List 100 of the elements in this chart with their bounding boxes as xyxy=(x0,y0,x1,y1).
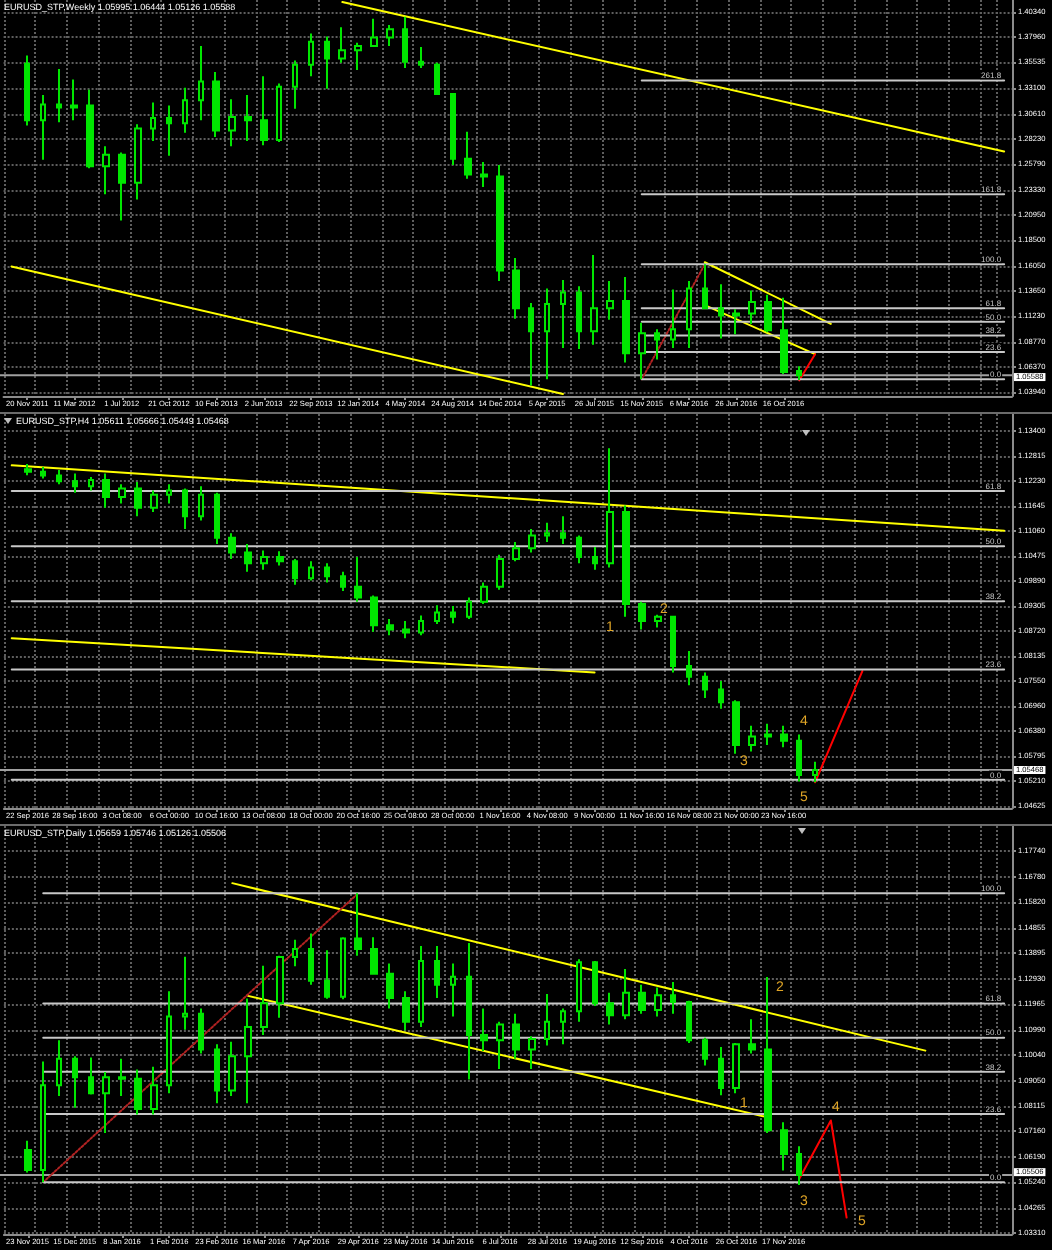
candlestick xyxy=(560,1007,566,1046)
candlestick xyxy=(354,41,362,72)
candlestick xyxy=(512,540,520,563)
candlestick xyxy=(576,958,582,1023)
candlestick xyxy=(166,104,172,157)
candlestick xyxy=(748,724,756,753)
candlestick xyxy=(718,1045,724,1097)
candlestick xyxy=(528,302,534,387)
candlestick xyxy=(418,945,424,1029)
candlestick xyxy=(260,964,268,1037)
candlestick xyxy=(370,594,378,633)
candlestick xyxy=(638,321,646,381)
candlestick xyxy=(528,1035,536,1070)
candlestick xyxy=(796,1145,802,1187)
candlestick xyxy=(686,650,692,687)
candlestick xyxy=(308,932,314,986)
candlestick xyxy=(418,614,424,637)
candlestick xyxy=(560,515,566,546)
candlestick xyxy=(434,604,440,626)
candlestick xyxy=(622,275,630,364)
candlestick xyxy=(732,308,740,336)
candlestick xyxy=(24,463,32,477)
candlestick xyxy=(496,1020,504,1070)
candlestick xyxy=(292,558,298,586)
candlestick xyxy=(812,760,818,784)
candlestick xyxy=(40,94,46,161)
candlestick xyxy=(276,82,282,144)
candlestick xyxy=(480,1007,488,1052)
candlestick xyxy=(244,997,252,1105)
candlestick xyxy=(544,521,550,543)
candlestick xyxy=(134,1068,142,1116)
candlestick xyxy=(24,1139,32,1174)
candlestick xyxy=(512,257,520,320)
candlestick xyxy=(576,285,582,350)
candlestick xyxy=(370,17,378,49)
candlestick xyxy=(418,46,424,69)
candlestick xyxy=(402,620,410,640)
candlestick xyxy=(622,967,630,1021)
candlestick xyxy=(670,615,676,674)
candlestick xyxy=(118,483,126,505)
candlestick xyxy=(56,469,62,486)
candlestick xyxy=(670,288,676,349)
candlestick xyxy=(386,962,394,1010)
candlestick xyxy=(370,936,378,976)
candlestick xyxy=(544,993,550,1047)
candlestick xyxy=(56,1039,62,1097)
candlestick xyxy=(402,990,410,1032)
candlestick xyxy=(732,1041,740,1095)
candlestick xyxy=(292,59,298,110)
candlestick xyxy=(512,1012,520,1060)
candlestick xyxy=(40,466,46,480)
candlestick xyxy=(228,1040,236,1097)
candlestick xyxy=(292,938,298,968)
candlestick xyxy=(480,581,488,605)
candlestick xyxy=(592,959,598,1007)
candlestick xyxy=(228,532,236,561)
candlestick xyxy=(386,24,394,47)
candlestick xyxy=(354,892,362,957)
candlestick xyxy=(182,86,188,134)
candlestick xyxy=(182,487,188,531)
candlestick xyxy=(118,151,126,222)
candlestick xyxy=(450,91,456,167)
candlestick xyxy=(654,986,662,1018)
candlestick xyxy=(654,328,660,361)
candlestick xyxy=(796,733,802,783)
candlestick xyxy=(244,543,252,573)
candlestick xyxy=(72,472,78,494)
candlestick xyxy=(496,164,504,283)
candlestick xyxy=(150,489,158,513)
candlestick xyxy=(464,130,472,180)
candlestick xyxy=(780,724,788,749)
candlestick xyxy=(764,976,772,1134)
candlestick xyxy=(606,280,614,321)
candlestick xyxy=(638,600,646,631)
candlestick xyxy=(702,671,708,700)
candlestick xyxy=(134,123,142,201)
candlestick xyxy=(24,54,30,127)
candlestick xyxy=(228,98,236,148)
candlestick xyxy=(56,67,62,124)
candlestick xyxy=(796,365,802,382)
candlestick xyxy=(450,605,456,625)
candlestick xyxy=(434,61,440,97)
candlestick xyxy=(198,1007,204,1055)
candlestick xyxy=(450,962,456,1018)
candlestick xyxy=(480,160,488,189)
candlestick xyxy=(686,999,692,1044)
candlestick xyxy=(276,954,284,1019)
candlestick xyxy=(324,35,330,90)
candlestick xyxy=(764,722,772,747)
candlestick xyxy=(466,941,472,1081)
candlestick xyxy=(276,550,284,567)
candlestick xyxy=(198,485,204,522)
candlestick xyxy=(308,32,314,78)
candlestick xyxy=(544,287,550,381)
candlestick xyxy=(732,699,740,755)
candlestick xyxy=(244,94,252,143)
candlestick xyxy=(214,1043,220,1105)
candlestick xyxy=(70,78,78,122)
candlestick xyxy=(118,1057,126,1097)
candlestick xyxy=(592,546,598,571)
